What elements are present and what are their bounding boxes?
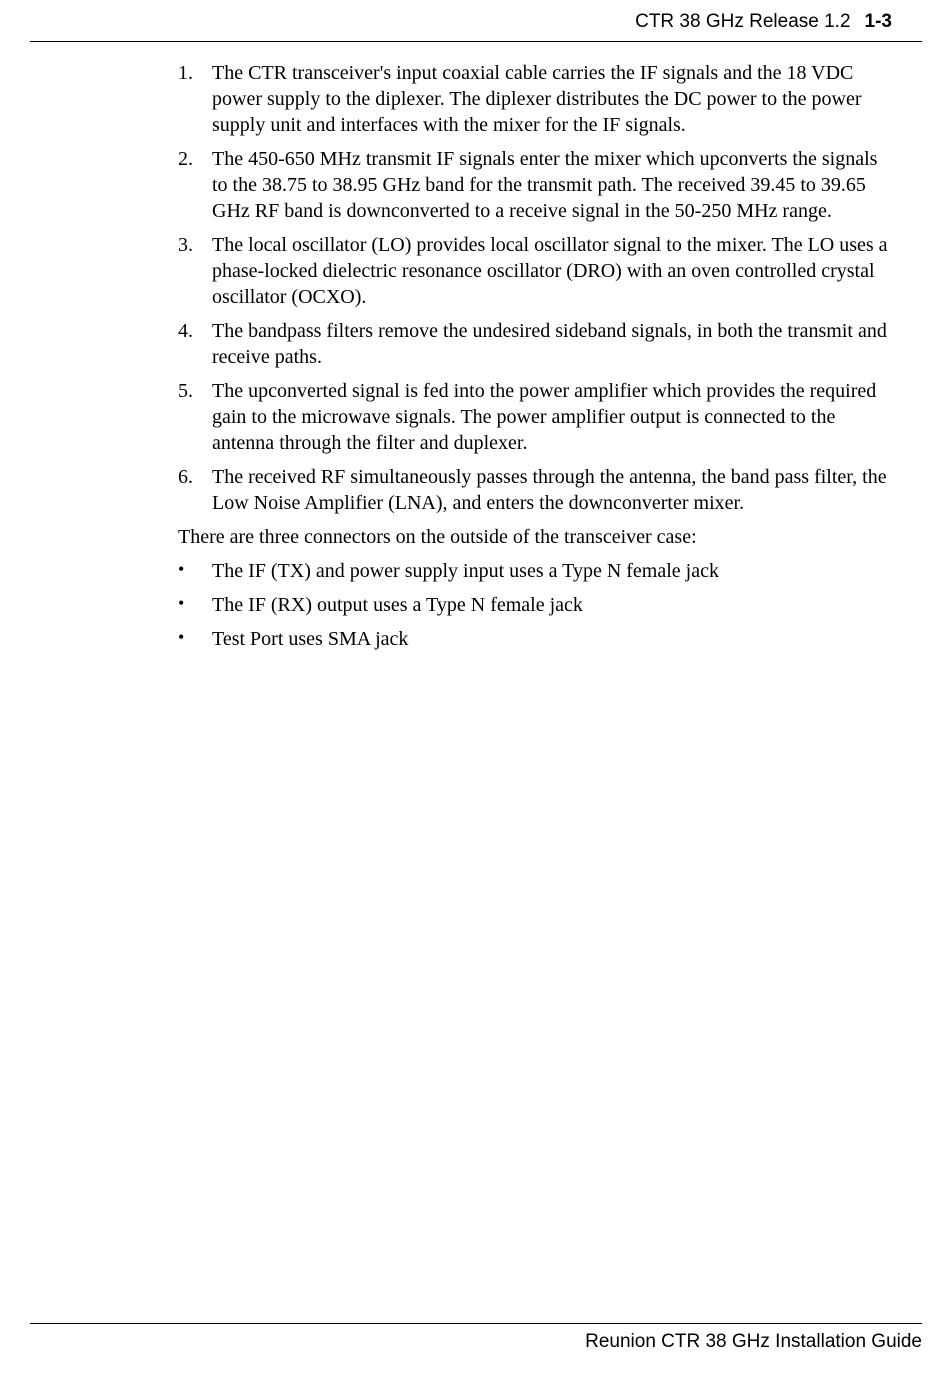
item-number: 2.	[178, 146, 212, 224]
list-item: 2. The 450-650 MHz transmit IF signals e…	[178, 146, 892, 224]
list-item: 3. The local oscillator (LO) provides lo…	[178, 232, 892, 310]
header-title: CTR 38 GHz Release 1.2	[635, 10, 850, 35]
list-item: 5. The upconverted signal is fed into th…	[178, 378, 892, 456]
item-number: 5.	[178, 378, 212, 456]
page-header: CTR 38 GHz Release 1.2 1-3	[30, 0, 922, 42]
bullet-icon: •	[178, 592, 212, 618]
item-text: The IF (TX) and power supply input uses …	[212, 558, 892, 584]
item-text: The bandpass filters remove the undesire…	[212, 318, 892, 370]
list-item: • The IF (RX) output uses a Type N femal…	[178, 592, 892, 618]
numbered-list: 1. The CTR transceiver's input coaxial c…	[178, 60, 892, 516]
header-page-number: 1-3	[865, 10, 892, 35]
connectors-intro: There are three connectors on the outsid…	[178, 524, 892, 550]
item-number: 3.	[178, 232, 212, 310]
item-text: The received RF simultaneously passes th…	[212, 464, 892, 516]
item-number: 6.	[178, 464, 212, 516]
list-item: 6. The received RF simultaneously passes…	[178, 464, 892, 516]
bullet-icon: •	[178, 558, 212, 584]
item-text: The 450-650 MHz transmit IF signals ente…	[212, 146, 892, 224]
item-text: The upconverted signal is fed into the p…	[212, 378, 892, 456]
footer-text: Reunion CTR 38 GHz Installation Guide	[585, 1331, 922, 1352]
page-content: 1. The CTR transceiver's input coaxial c…	[0, 42, 952, 652]
item-text: Test Port uses SMA jack	[212, 626, 892, 652]
item-number: 4.	[178, 318, 212, 370]
item-number: 1.	[178, 60, 212, 138]
bullet-icon: •	[178, 626, 212, 652]
item-text: The local oscillator (LO) provides local…	[212, 232, 892, 310]
list-item: • Test Port uses SMA jack	[178, 626, 892, 652]
page-footer: Reunion CTR 38 GHz Installation Guide	[30, 1323, 922, 1355]
item-text: The IF (RX) output uses a Type N female …	[212, 592, 892, 618]
list-item: 4. The bandpass filters remove the undes…	[178, 318, 892, 370]
list-item: • The IF (TX) and power supply input use…	[178, 558, 892, 584]
bullet-list: • The IF (TX) and power supply input use…	[178, 558, 892, 652]
item-text: The CTR transceiver's input coaxial cabl…	[212, 60, 892, 138]
list-item: 1. The CTR transceiver's input coaxial c…	[178, 60, 892, 138]
